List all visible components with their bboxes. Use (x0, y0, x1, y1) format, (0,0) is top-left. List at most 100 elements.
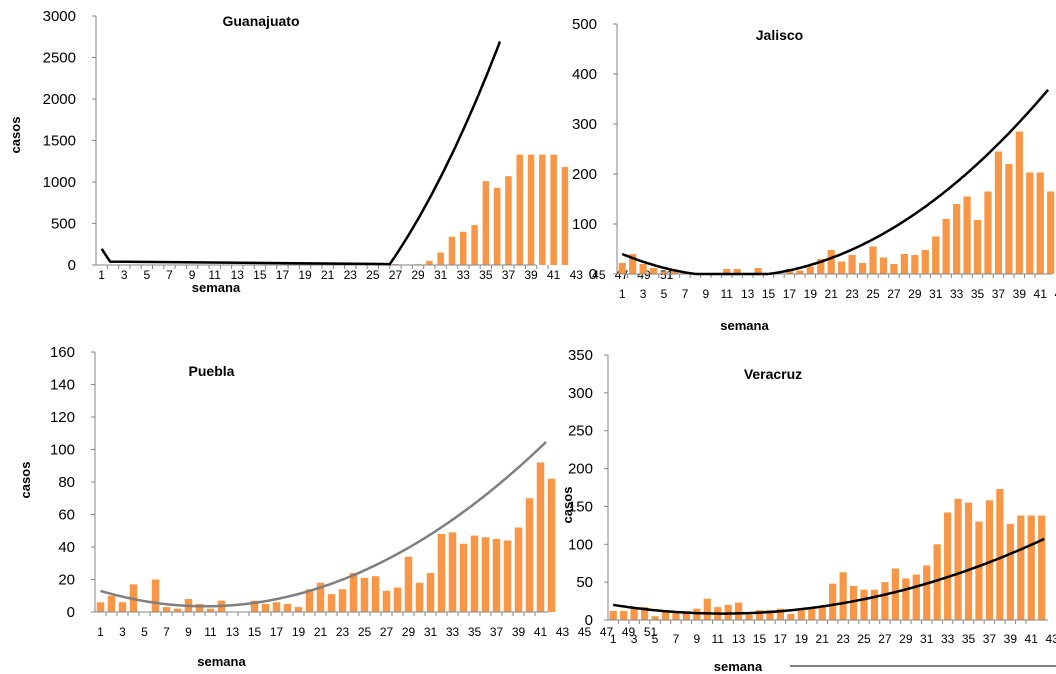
y-tick-label: 500 (51, 216, 76, 233)
bar-week-23 (338, 589, 347, 612)
x-tick-label: 39 (524, 268, 538, 282)
x-tick-label: 1 (610, 632, 617, 646)
x-tick-label: 35 (962, 632, 976, 646)
bar-week-26 (879, 257, 888, 274)
bar-week-42 (1047, 191, 1055, 274)
y-axis-label: casos (560, 487, 575, 524)
bar-week-27 (382, 590, 391, 612)
y-tick-label: 2000 (43, 91, 76, 108)
bar-week-15 (755, 610, 764, 620)
bar-week-37 (985, 500, 994, 620)
x-tick-label: 39 (512, 625, 526, 639)
x-tick-label: 43 (1054, 287, 1056, 301)
x-tick-label: 7 (163, 625, 170, 639)
bar-week-36 (493, 187, 501, 265)
bar-week-39 (527, 154, 535, 265)
bar-week-3 (639, 264, 647, 274)
x-tick-label: 13 (732, 632, 746, 646)
bar-week-32 (437, 534, 446, 612)
x-tick-label: 3 (640, 287, 647, 301)
bar-week-30 (415, 582, 424, 612)
bar-week-42 (561, 167, 569, 265)
bar-week-5 (660, 271, 668, 274)
bar-week-33 (944, 512, 952, 620)
x-tick-label: 11 (204, 625, 217, 639)
bar-week-42 (1038, 515, 1046, 620)
bar-week-30 (426, 260, 433, 265)
bar-week-18 (283, 603, 292, 612)
bar-week-4 (640, 607, 649, 620)
y-tick-label: 200 (568, 461, 593, 478)
y-tick-label: 0 (67, 604, 75, 621)
bar-week-36 (481, 537, 490, 612)
y-tick-label: 1000 (43, 174, 76, 191)
x-tick-label: 21 (314, 625, 328, 639)
y-tick-label: 100 (568, 536, 593, 553)
bar-week-19 (294, 607, 303, 612)
bar-week-23 (848, 255, 856, 274)
x-tick-label: 43 (570, 268, 584, 282)
bar-week-40 (1026, 172, 1034, 274)
bar-week-38 (996, 489, 1004, 620)
x-tick-label: 1 (97, 625, 104, 639)
x-tick-label: 29 (899, 632, 913, 646)
bar-week-37 (505, 176, 512, 265)
y-tick-label: 400 (572, 66, 597, 83)
bar-week-35 (973, 220, 982, 274)
bar-week-31 (932, 236, 940, 274)
bar-week-6 (670, 270, 679, 274)
x-tick-label: 19 (804, 287, 818, 301)
x-tick-label: 17 (774, 632, 788, 646)
trend-line (100, 41, 502, 266)
x-tick-label: 47 (600, 625, 614, 639)
bar-week-14 (745, 614, 753, 620)
y-tick-label: 0 (68, 257, 76, 274)
y-tick-label: 150 (568, 498, 593, 515)
x-axis-label: semana (192, 280, 241, 295)
y-tick-label: 100 (50, 442, 75, 459)
x-tick-label: 5 (661, 287, 668, 301)
y-tick-label: 40 (58, 539, 75, 556)
x-tick-label: 25 (366, 268, 380, 282)
bar-week-30 (912, 574, 920, 620)
x-tick-label: 17 (783, 287, 797, 301)
bar-week-22 (838, 261, 846, 274)
bar-week-42 (547, 478, 556, 612)
bar-week-15 (250, 600, 259, 612)
bar-week-34 (471, 225, 478, 265)
x-tick-label: 13 (741, 287, 755, 301)
x-tick-label: 39 (1013, 287, 1027, 301)
bar-week-2 (629, 254, 637, 274)
bar-week-38 (1005, 164, 1013, 274)
bar-week-16 (766, 610, 774, 620)
x-tick-label: 5 (652, 632, 659, 646)
x-tick-label: 19 (795, 632, 809, 646)
bar-week-8 (173, 608, 182, 612)
bar-week-37 (994, 151, 1003, 274)
bar-week-29 (404, 556, 413, 612)
y-tick-label: 20 (58, 572, 75, 589)
bar-week-40 (1017, 515, 1025, 620)
x-tick-label: 33 (457, 268, 471, 282)
bar-week-2 (107, 595, 116, 612)
bar-week-41 (536, 462, 545, 612)
bar-week-23 (839, 572, 847, 620)
x-tick-label: 17 (276, 268, 290, 282)
bar-week-18 (796, 270, 804, 274)
bar-week-24 (858, 263, 867, 274)
bar-week-37 (492, 538, 501, 612)
bar-week-32 (942, 219, 950, 274)
bar-week-19 (797, 610, 805, 620)
bar-week-40 (525, 498, 534, 612)
x-tick-label: 35 (971, 287, 985, 301)
y-tick-label: 300 (572, 116, 597, 133)
bar-week-25 (360, 577, 369, 612)
bar-week-27 (890, 264, 898, 274)
bar-week-34 (963, 196, 971, 274)
bar-week-19 (806, 266, 814, 274)
x-tick-label: 23 (836, 632, 850, 646)
bar-week-11 (206, 608, 215, 612)
chart-title: Puebla (189, 363, 235, 379)
x-tick-label: 15 (753, 632, 767, 646)
